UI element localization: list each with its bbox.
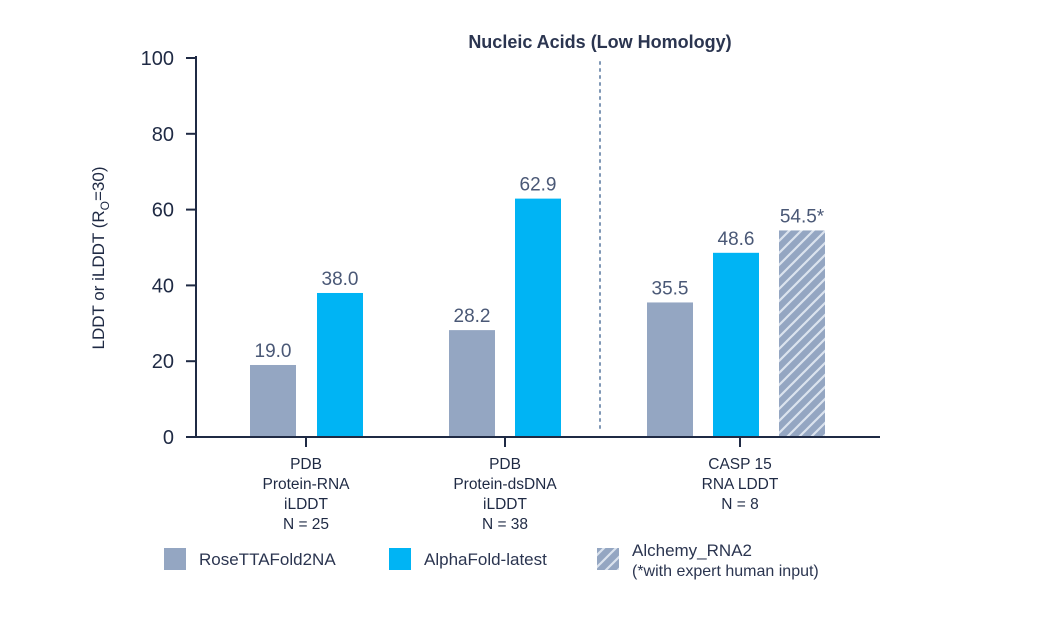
bar-value-label: 62.9 [520, 175, 557, 196]
legend-label-line: Alchemy_RNA2 [632, 541, 752, 560]
chart-title: Nucleic Acids (Low Homology) [468, 32, 731, 52]
legend-label: AlphaFold-latest [424, 550, 547, 569]
x-category-label: PDB Protein-RNA iLDDT N = 25 [263, 456, 351, 533]
x-category-label-line: iLDDT [284, 496, 328, 513]
y-axis-label-subscript: O [98, 201, 112, 210]
bar-value-label: 35.5 [652, 278, 689, 299]
x-category-label: PDB Protein-dsDNA iLDDT N = 38 [453, 456, 557, 533]
bar-value-label: 28.2 [454, 306, 491, 327]
x-category-label-line: Protein-dsDNA [453, 476, 557, 493]
bar-alchemy-rna2-3 [779, 230, 825, 437]
legend-label-line: AlphaFold-latest [424, 550, 547, 569]
x-category-label-line: CASP 15 [708, 456, 771, 473]
bar-alphafold-latest-3 [713, 252, 759, 437]
x-category-label-line: N = 8 [721, 496, 758, 513]
legend-label: Alchemy_RNA2 (*with expert human input) [632, 541, 819, 580]
x-category-label-line: Protein-RNA [263, 476, 351, 493]
y-tick-label: 100 [141, 48, 174, 70]
legend-label-line: (*with expert human input) [632, 563, 819, 580]
bar-value-label: 19.0 [255, 341, 292, 362]
x-category-label-line: PDB [290, 456, 322, 473]
legend-label: RoseTTAFold2NA [199, 550, 336, 569]
legend-label-line: RoseTTAFold2NA [199, 550, 336, 569]
x-category-label-line: PDB [489, 456, 521, 473]
bar-value-label: 48.6 [718, 229, 755, 250]
bar-alphafold-latest-2 [515, 198, 561, 437]
bar-rosettafold2na-1 [250, 364, 296, 437]
y-tick-label: 40 [152, 275, 174, 297]
y-axis-label-tail: =30) [89, 166, 108, 201]
x-category-label-line: N = 38 [482, 516, 528, 533]
x-category-label-line: iLDDT [483, 496, 527, 513]
y-tick-label: 0 [163, 427, 174, 449]
bar-value-label: 38.0 [322, 269, 359, 290]
y-tick-label: 20 [152, 351, 174, 373]
bar-rosettafold2na-2 [449, 330, 495, 437]
bar-value-label: 54.5* [780, 206, 825, 227]
bar-alphafold-latest-1 [317, 292, 363, 437]
y-tick-label: 60 [152, 200, 174, 222]
y-axis-label-main: LDDT or iLDDT (R [89, 210, 108, 349]
y-axis-label: LDDT or iLDDT (RO=30) [89, 166, 112, 349]
x-category-label-line: RNA LDDT [702, 476, 779, 493]
y-tick-label: 80 [152, 124, 174, 146]
legend-swatch [389, 548, 411, 570]
bar-rosettafold2na-3 [647, 302, 693, 437]
x-category-label: CASP 15 RNA LDDT N = 8 [702, 456, 779, 513]
legend-swatch [597, 548, 619, 570]
x-category-label-line: N = 25 [283, 516, 329, 533]
legend-swatch [164, 548, 186, 570]
